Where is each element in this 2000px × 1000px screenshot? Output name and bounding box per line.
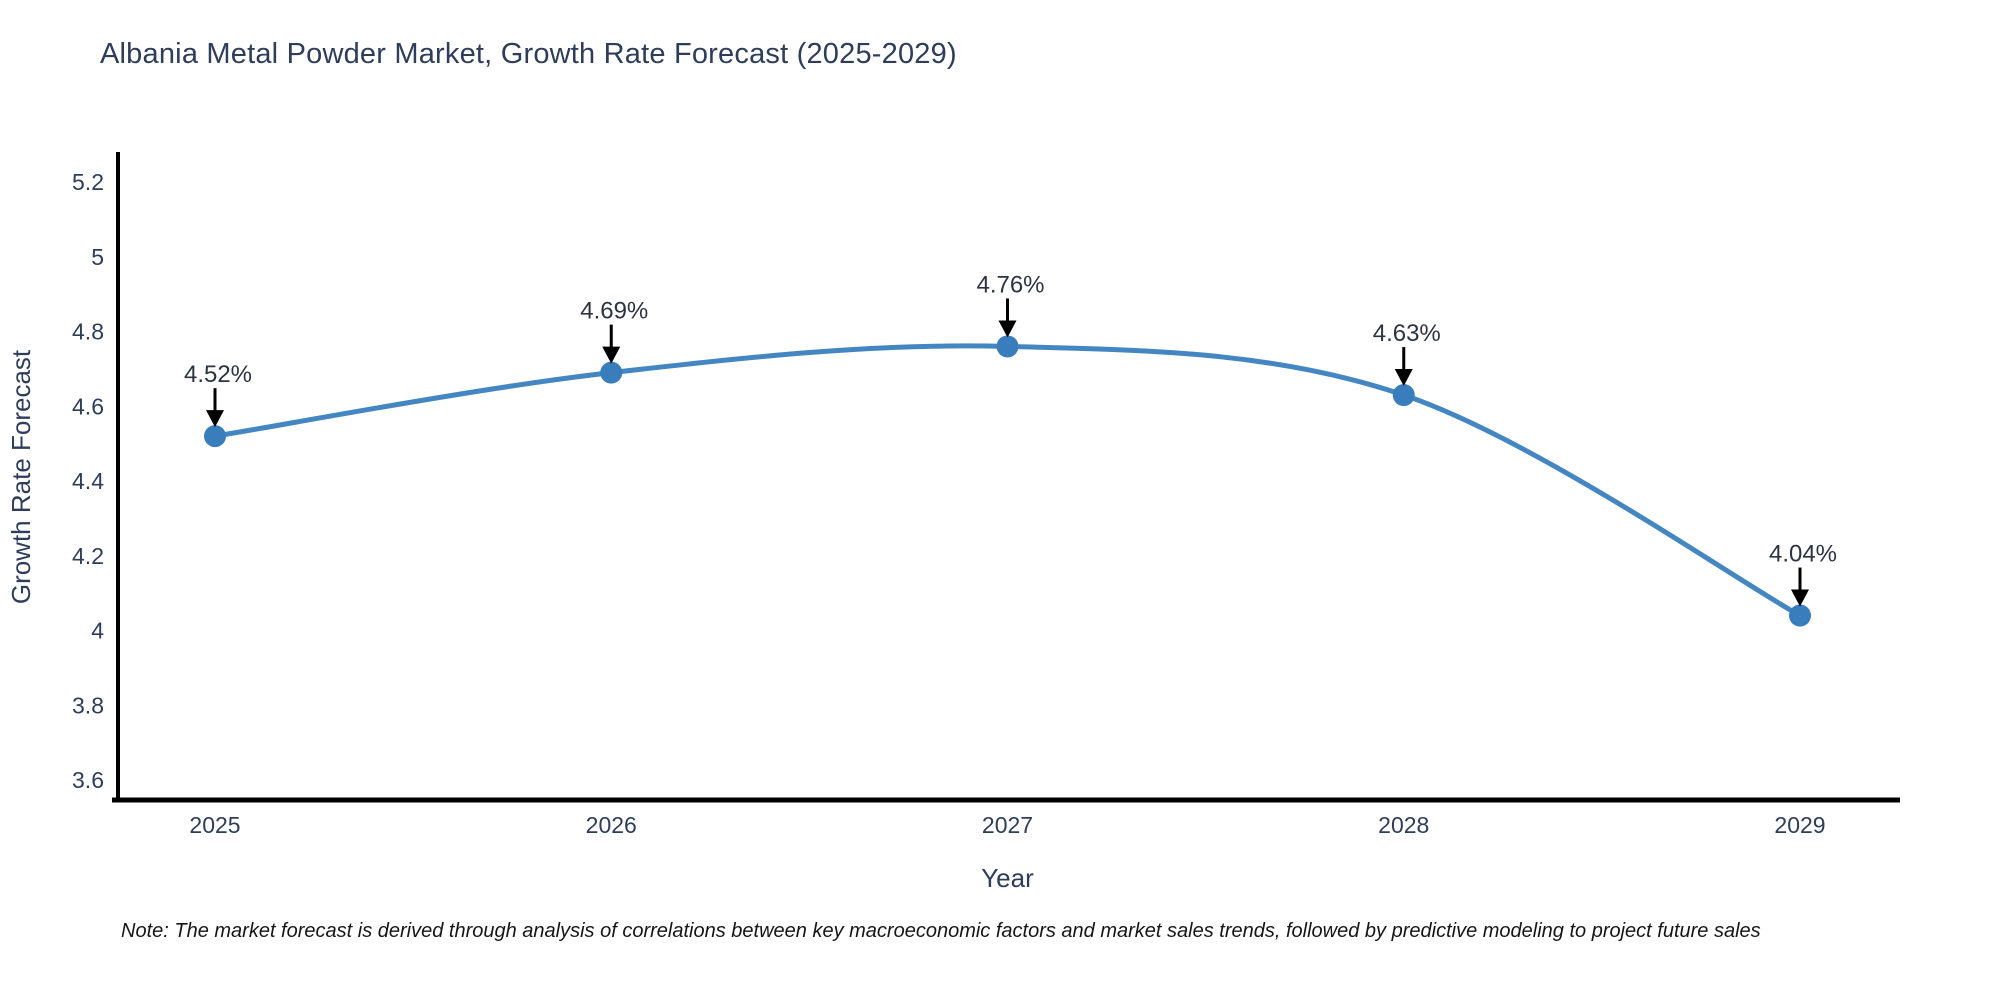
data-point-marker bbox=[600, 361, 623, 384]
data-point-label: 4.63% bbox=[1373, 320, 1441, 347]
y-axis-tick-label: 4 bbox=[91, 618, 104, 644]
y-axis-tick-label: 3.8 bbox=[72, 692, 104, 718]
chart-title: Albania Metal Powder Market, Growth Rate… bbox=[100, 38, 957, 70]
x-axis-tick-label: 2029 bbox=[1774, 812, 1825, 838]
y-axis-tick-label: 4.4 bbox=[72, 468, 104, 494]
annotation-arrow-head bbox=[1791, 589, 1809, 607]
footnote-text: Note: The market forecast is derived thr… bbox=[121, 920, 1761, 942]
annotation-arrow-head bbox=[602, 346, 621, 364]
data-point-marker bbox=[204, 425, 226, 448]
annotation-arrow-head bbox=[1394, 369, 1413, 387]
annotation-arrow-head bbox=[206, 410, 224, 428]
data-point-marker bbox=[996, 335, 1019, 358]
y-axis-tick-label: 3.6 bbox=[72, 767, 104, 793]
annotation-arrow-head bbox=[998, 320, 1017, 338]
y-axis-tick-label: 5 bbox=[91, 244, 104, 270]
x-axis-tick-label: 2028 bbox=[1378, 812, 1429, 838]
data-point-marker bbox=[1789, 604, 1811, 627]
x-axis-tick-label: 2025 bbox=[189, 812, 240, 838]
x-axis-title: Year bbox=[981, 863, 1034, 893]
y-axis-tick-label: 4.6 bbox=[72, 393, 104, 419]
x-axis-tick-label: 2027 bbox=[982, 812, 1033, 838]
y-axis-tick-label: 5.2 bbox=[72, 169, 104, 195]
y-axis-title: Growth Rate Forecast bbox=[6, 349, 36, 604]
data-point-marker bbox=[1392, 384, 1415, 407]
data-point-label: 4.69% bbox=[580, 298, 648, 325]
data-point-label: 4.04% bbox=[1769, 541, 1837, 568]
data-point-label: 4.76% bbox=[976, 271, 1044, 298]
y-axis-tick-label: 4.8 bbox=[72, 319, 104, 345]
forecast-line bbox=[212, 343, 1803, 619]
data-point-label: 4.52% bbox=[184, 361, 252, 388]
x-axis-tick-label: 2026 bbox=[586, 812, 637, 838]
y-axis-tick-label: 4.2 bbox=[72, 543, 104, 569]
